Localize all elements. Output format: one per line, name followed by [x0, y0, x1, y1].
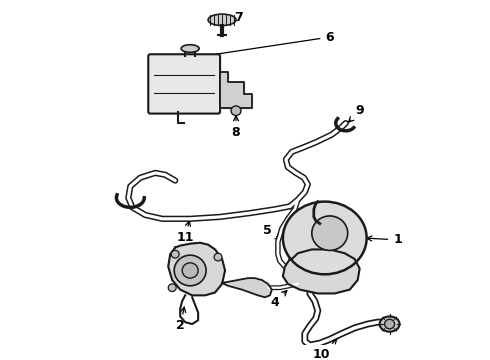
Text: 5: 5: [263, 224, 280, 239]
Circle shape: [385, 319, 394, 329]
Ellipse shape: [283, 202, 367, 274]
Polygon shape: [220, 72, 252, 108]
Ellipse shape: [208, 14, 236, 26]
Ellipse shape: [380, 316, 399, 332]
Circle shape: [312, 216, 348, 251]
Polygon shape: [283, 249, 360, 293]
Ellipse shape: [181, 45, 199, 52]
Text: 9: 9: [348, 104, 364, 122]
Text: 1: 1: [367, 233, 402, 246]
Text: 4: 4: [270, 291, 287, 309]
Text: 3: 3: [181, 251, 201, 264]
Circle shape: [214, 253, 222, 261]
Text: 2: 2: [176, 307, 186, 333]
Polygon shape: [222, 278, 272, 297]
Polygon shape: [168, 243, 225, 295]
Circle shape: [171, 251, 179, 258]
Text: 6: 6: [194, 31, 334, 59]
Text: 7: 7: [214, 12, 243, 24]
Text: 11: 11: [176, 221, 194, 244]
Circle shape: [168, 284, 176, 292]
Circle shape: [231, 106, 241, 116]
Circle shape: [174, 255, 206, 286]
Circle shape: [182, 263, 198, 278]
Text: 10: 10: [313, 339, 337, 360]
FancyBboxPatch shape: [148, 54, 220, 114]
Text: 8: 8: [232, 116, 240, 139]
